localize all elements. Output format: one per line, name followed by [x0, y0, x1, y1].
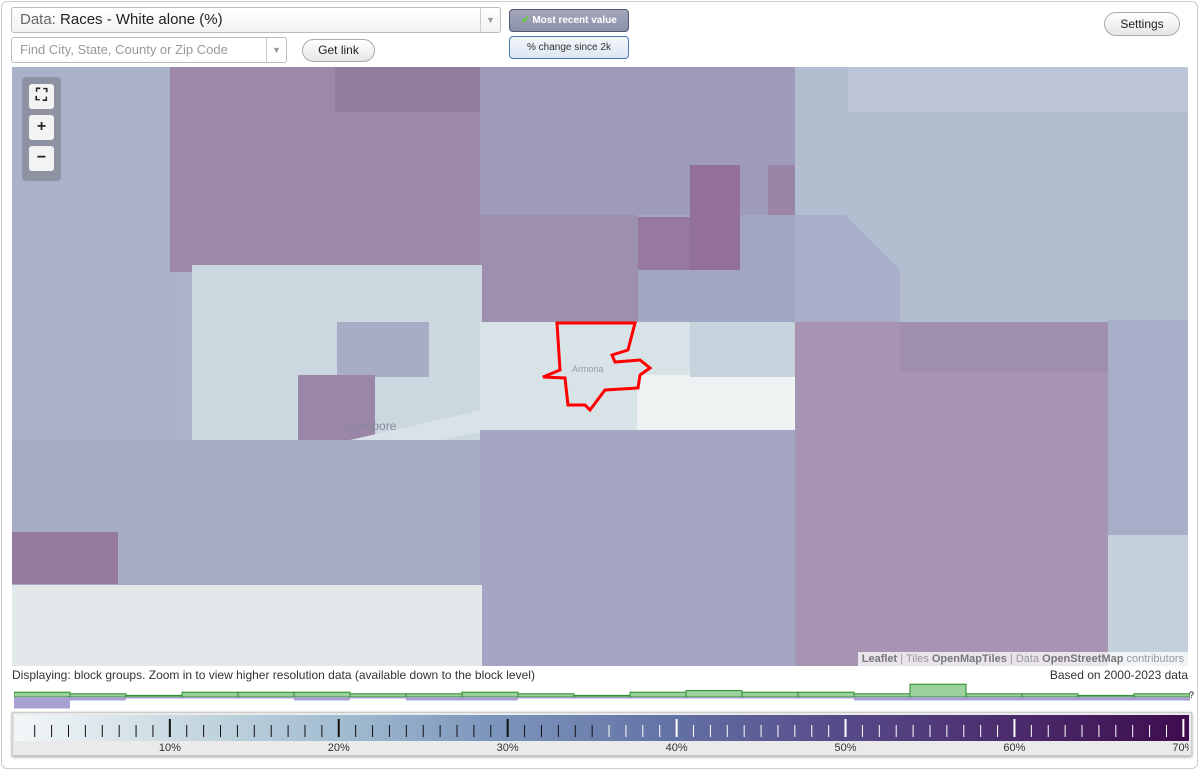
histogram-bar [1021, 693, 1079, 698]
histogram-bar [741, 691, 799, 698]
location-search-input[interactable]: Find City, State, County or Zip Code ▼ [11, 37, 287, 63]
histogram-bar [574, 697, 630, 699]
legend-ticks: 10% 20% 30% 40% 50% 60% 70% [34, 719, 1189, 754]
histogram-bar [406, 697, 462, 701]
histogram-bar [686, 697, 742, 699]
histogram-bar [630, 697, 686, 699]
region[interactable] [690, 322, 795, 377]
region[interactable] [12, 532, 118, 584]
histogram-bar [405, 693, 463, 698]
chevron-down-icon[interactable]: ▼ [480, 8, 500, 32]
chevron-down-icon[interactable]: ▼ [266, 38, 286, 62]
region[interactable] [480, 67, 796, 217]
histogram-bar [1134, 697, 1190, 701]
map-attribution: Leaflet | Tiles OpenMapTiles | Data Open… [857, 652, 1188, 666]
zoom-control: ⛶ + − [22, 77, 61, 181]
histogram-bar [462, 697, 518, 701]
selected-region-outline[interactable] [542, 321, 653, 413]
histogram-bar [797, 691, 855, 698]
region[interactable] [335, 67, 482, 112]
histogram-bar [126, 697, 182, 699]
resolution-note: Displaying: block groups. Zoom in to vie… [12, 668, 535, 682]
histogram-bar [853, 693, 911, 698]
histogram-bar [742, 697, 798, 699]
histogram-bar [1078, 697, 1134, 701]
legend-label: 40% [666, 742, 688, 754]
legend-label: 30% [497, 742, 519, 754]
region[interactable] [1108, 535, 1188, 666]
color-legend[interactable]: 10% 20% 30% 40% 50% 60% 70% [12, 712, 1192, 756]
color-ramp [15, 715, 1189, 741]
get-link-button[interactable]: Get link [302, 39, 375, 62]
histogram-bar [629, 691, 687, 698]
region[interactable] [480, 430, 796, 666]
region[interactable] [638, 217, 690, 270]
region[interactable] [795, 322, 1110, 666]
zoom-out-button[interactable]: − [29, 146, 54, 171]
histogram-bar [182, 697, 238, 699]
histogram [14, 683, 1190, 709]
legend-label: 10% [159, 742, 181, 754]
place-label-armona: Armona [572, 364, 604, 374]
histogram-bar [349, 693, 407, 698]
histogram-bar [909, 683, 967, 698]
histogram-bar [798, 697, 854, 699]
place-label-lemoore: Lemoore [349, 419, 397, 433]
region[interactable] [900, 322, 1110, 372]
histogram-bar [237, 691, 295, 698]
histogram-bar [966, 697, 1022, 701]
histogram-bar [518, 697, 574, 699]
check-icon: ✔ [521, 15, 530, 26]
help-icon[interactable]: ? [1189, 690, 1195, 700]
histogram-bar [685, 690, 743, 698]
legend-label: 50% [835, 742, 857, 754]
region[interactable] [795, 215, 900, 322]
histogram-bar [70, 697, 126, 701]
histogram-bar [854, 697, 910, 701]
histogram-bar [910, 697, 966, 701]
histogram-bar [181, 691, 239, 698]
histogram-bar [293, 691, 351, 698]
histogram-bar [461, 691, 519, 698]
histogram-bar [965, 693, 1023, 698]
histogram-bar [69, 693, 127, 698]
region[interactable] [1108, 320, 1188, 535]
histogram-bar [14, 691, 71, 698]
region[interactable] [690, 165, 740, 270]
percent-change-toggle[interactable]: % change since 2k [509, 36, 629, 59]
data-range-note: Based on 2000-2023 data [1049, 668, 1188, 682]
histogram-bar [294, 697, 350, 701]
region[interactable] [337, 322, 429, 377]
histogram-bar [125, 694, 183, 698]
region[interactable] [12, 585, 482, 666]
region[interactable] [480, 215, 638, 325]
choropleth-map[interactable]: Lemoore Armona [12, 67, 1188, 666]
fullscreen-icon[interactable]: ⛶ [29, 84, 54, 109]
legend-label: 70% [1172, 742, 1189, 754]
region[interactable] [848, 67, 1188, 112]
histogram-bar [517, 693, 575, 698]
zoom-in-button[interactable]: + [29, 115, 54, 140]
histogram-bar [350, 697, 406, 699]
data-selector[interactable]: Data: Races - White alone (%) ▼ [11, 7, 501, 33]
map-layer: Lemoore Armona [12, 67, 1188, 666]
histogram-bar [1133, 693, 1190, 698]
settings-button[interactable]: Settings [1104, 12, 1180, 36]
histogram-bar [14, 697, 70, 709]
legend-label: 20% [328, 742, 350, 754]
most-recent-value-toggle[interactable]: ✔ Most recent value [509, 9, 629, 32]
legend-label: 60% [1003, 742, 1025, 754]
histogram-bar [1077, 694, 1135, 698]
histogram-bar [573, 694, 631, 698]
histogram-bar [1022, 697, 1078, 701]
histogram-bar [238, 697, 294, 699]
